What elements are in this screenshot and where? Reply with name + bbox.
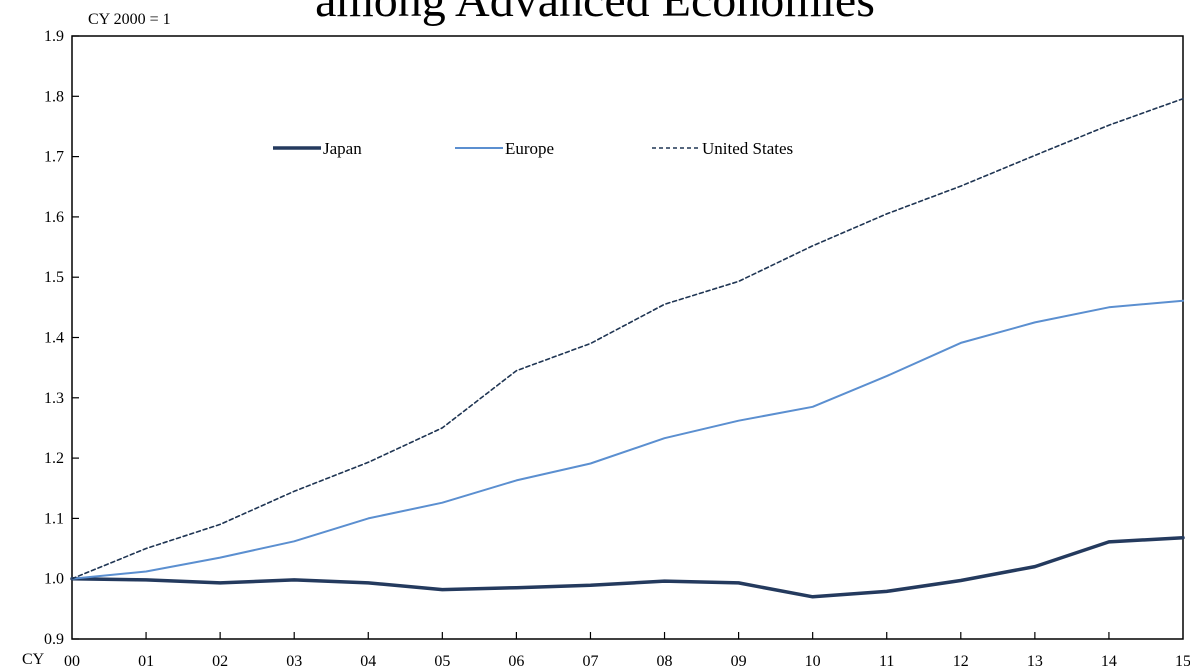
series-layer [70,97,1185,599]
y-tick-label: 1.4 [44,330,64,347]
x-axis-prefix: CY [22,651,45,668]
chart-title: among Advanced Economies [315,0,875,27]
y-tick-label: 1.5 [44,269,64,286]
legend-label: Europe [505,139,554,158]
x-tick-label: 04 [360,653,376,670]
y-tick-label: 1.3 [44,390,64,407]
legend-label: Japan [323,139,362,158]
y-tick-label: 1.7 [44,149,64,166]
x-tick-label: 11 [879,653,894,670]
y-tick-label: 1.8 [44,88,64,105]
x-tick-label: 01 [138,653,154,670]
x-tick-label: 03 [286,653,302,670]
y-axis: 0.9 1.0 1.1 1.2 1.3 1.4 1.5 1.6 1.7 1.8 1.9 [44,28,79,648]
x-tick-label: 08 [657,653,673,670]
y-tick-label: 1.1 [44,510,64,527]
y-tick-label: 1.9 [44,28,64,45]
x-tick-label: 02 [212,653,228,670]
x-tick-label: 14 [1101,653,1117,670]
x-tick-label: 05 [434,653,450,670]
y-tick-label: 1.2 [44,450,64,467]
x-tick-label: 06 [508,653,524,670]
legend: Japan Europe United States [273,139,793,158]
x-tick-label: 13 [1027,653,1043,670]
y-tick-label: 0.9 [44,631,64,648]
x-tick-label: 12 [953,653,969,670]
x-axis: 00 01 02 03 04 05 06 07 08 09 10 11 12 13 14 15 CY [22,632,1190,670]
series-line-japan [70,535,1185,599]
series-line-europe [71,299,1184,580]
x-tick-label: 10 [805,653,821,670]
plot-frame [71,35,1184,640]
x-tick-label: 07 [582,653,598,670]
y-tick-label: 1.6 [44,209,64,226]
y-tick-label: 1.0 [44,571,64,588]
legend-label: United States [702,139,793,158]
x-tick-label: 09 [731,653,747,670]
series-line-united-states [71,97,1184,580]
x-tick-label: 15 [1175,653,1190,670]
unit-label: CY 2000 = 1 [88,11,171,28]
x-tick-label: 00 [64,653,80,670]
